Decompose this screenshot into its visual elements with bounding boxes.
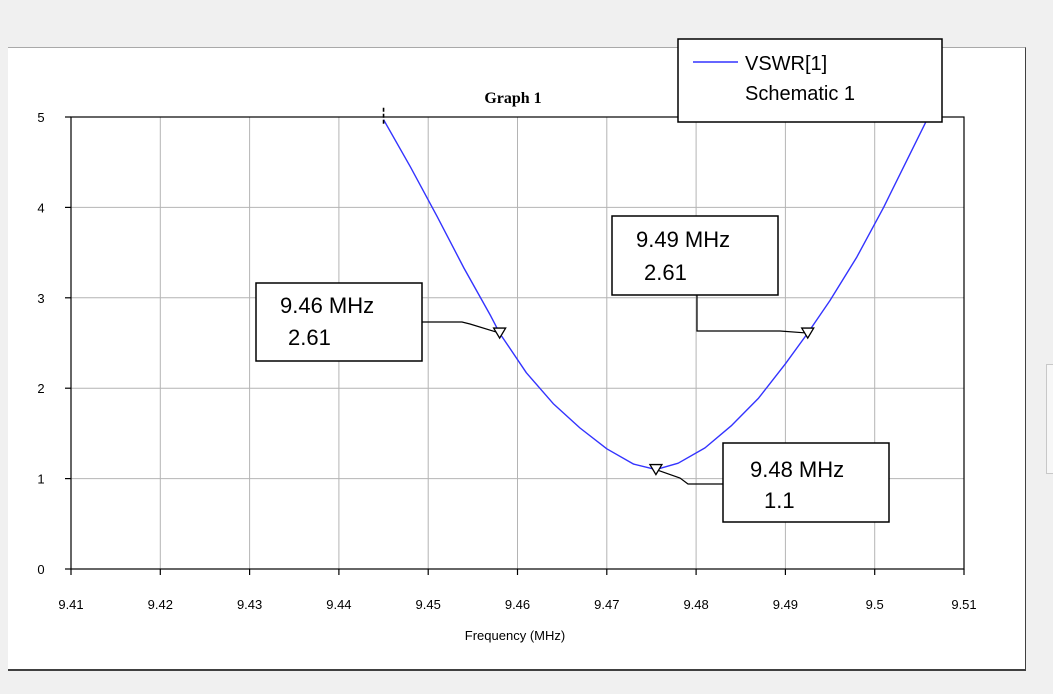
grid-layer: [71, 117, 964, 569]
marker-triangle[interactable]: [492, 327, 507, 340]
legend-series-source: Schematic 1: [745, 83, 855, 105]
x-tick-label: 9.49: [773, 597, 798, 612]
marker-annotation-3-box: [722, 442, 890, 523]
y-tick-label: 4: [37, 200, 44, 215]
marker-annotation-2-value: 2.61: [644, 260, 687, 285]
x-tick-label: 9.51: [951, 597, 976, 612]
marker-annotation-2-freq: 9.49 MHz: [636, 227, 730, 252]
marker-annotation-3-freq: 9.48 MHz: [750, 457, 844, 482]
y-tick-label: 1: [37, 472, 44, 487]
x-tick-label: 9.43: [237, 597, 262, 612]
marker-annotation-1-freq: 9.46 MHz: [280, 293, 374, 318]
x-tick-label: 9.42: [148, 597, 173, 612]
marker-annotation-1[interactable]: 9.46 MHz 2.61: [255, 282, 423, 362]
x-tick-label: 9.45: [416, 597, 441, 612]
marker-layer: [422, 295, 815, 485]
x-tick-label: 9.48: [683, 597, 708, 612]
marker-leader-line: [655, 468, 723, 485]
legend-series-name: VSWR[1]: [745, 53, 827, 75]
x-tick-label: 9.44: [326, 597, 351, 612]
marker-annotation-2[interactable]: 9.49 MHz 2.61: [611, 215, 779, 296]
legend[interactable]: VSWR[1] Schematic 1: [677, 38, 943, 123]
marker-annotation-3[interactable]: 9.48 MHz 1.1: [722, 442, 890, 523]
y-tick-label: 2: [37, 381, 44, 396]
marker-annotation-1-value: 2.61: [288, 325, 331, 350]
marker-triangle[interactable]: [800, 327, 815, 340]
marker-leader-line: [422, 321, 500, 334]
marker-annotation-2-box: [611, 215, 779, 296]
graph-title: Graph 1: [484, 90, 541, 107]
marker-annotation-1-box: [255, 282, 423, 362]
x-axis-label: Frequency (MHz): [465, 628, 565, 643]
marker-annotation-3-value: 1.1: [764, 488, 795, 513]
side-scrollbar[interactable]: [1046, 364, 1053, 474]
x-tick-label: 9.5: [866, 597, 884, 612]
legend-frame: [677, 38, 943, 123]
y-tick-label: 0: [37, 562, 44, 577]
x-tick-label: 9.47: [594, 597, 619, 612]
y-tick-label: 3: [37, 291, 44, 306]
tick-layer: 9.41 9.42 9.43 9.44 9.45 9.46 9.47 9.48 9.49 9.5 9…: [37, 110, 976, 612]
x-tick-label: 9.46: [505, 597, 530, 612]
marker-triangle[interactable]: [648, 463, 664, 476]
x-tick-label: 9.41: [58, 597, 83, 612]
marker-leader-line: [696, 295, 808, 334]
y-tick-label: 5: [37, 110, 44, 125]
